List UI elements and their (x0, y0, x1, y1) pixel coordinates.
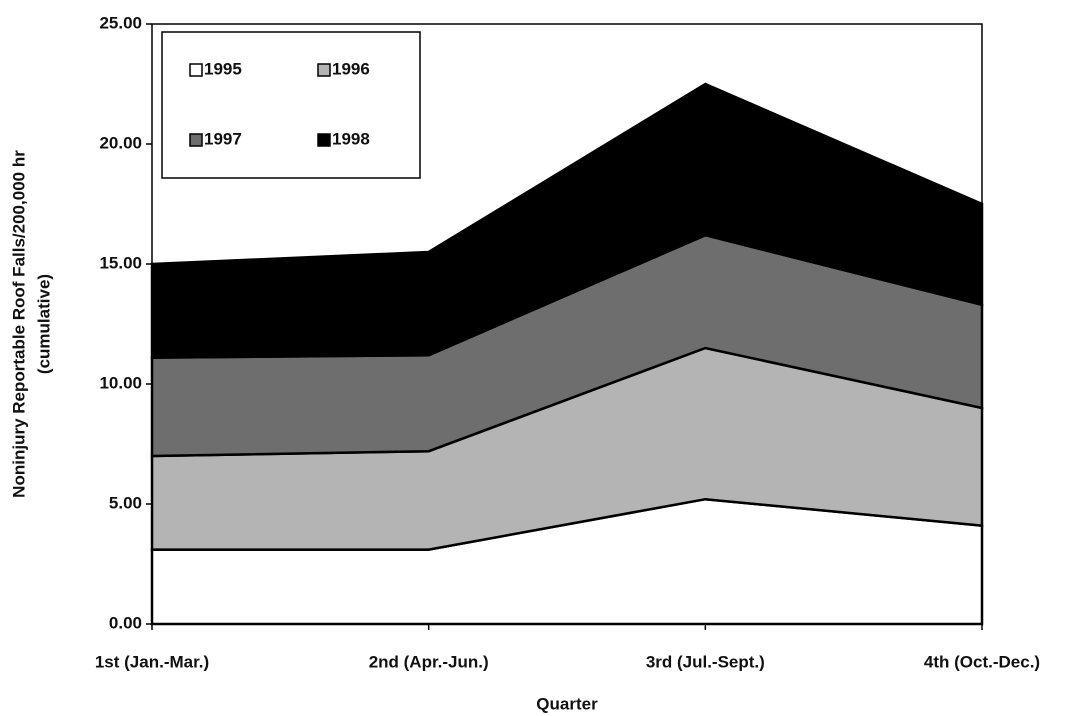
y-tick-label: 15.00 (99, 253, 142, 272)
legend-swatch (317, 63, 331, 77)
x-tick-label: 4th (Oct.-Dec.) (924, 652, 1040, 671)
y-axis-label: Noninjury Reportable Roof Falls/200,000 … (9, 150, 28, 498)
legend-label: 1995 (204, 59, 242, 78)
y-tick-label: 20.00 (99, 133, 142, 152)
legend-swatch (189, 63, 203, 77)
legend-box (161, 31, 421, 179)
y-tick-label: 10.00 (99, 373, 142, 392)
y-axis-label: (cumulative) (34, 274, 53, 374)
x-tick-label: 3rd (Jul.-Sept.) (646, 652, 765, 671)
x-tick-label: 2nd (Apr.-Jun.) (369, 652, 489, 671)
legend-label: 1998 (332, 129, 370, 148)
y-tick-label: 5.00 (109, 493, 142, 512)
legend-swatch (317, 133, 331, 147)
y-tick-label: 0.00 (109, 613, 142, 632)
x-axis-label: Quarter (536, 694, 598, 713)
legend-label: 1997 (204, 129, 242, 148)
plot-frame (151, 23, 983, 625)
y-tick-label: 25.00 (99, 13, 142, 32)
x-tick-label: 1st (Jan.-Mar.) (95, 652, 209, 671)
legend-label: 1996 (332, 59, 370, 78)
legend-swatch (189, 133, 203, 147)
